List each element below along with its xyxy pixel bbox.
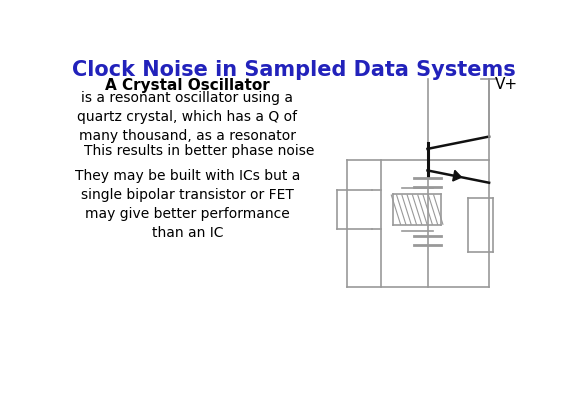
Text: This results in better phase noise: This results in better phase noise: [84, 144, 315, 158]
Text: V+: V+: [495, 77, 519, 92]
Text: A Crystal Oscillator: A Crystal Oscillator: [105, 78, 270, 93]
Text: is a resonant oscillator using a
quartz crystal, which has a Q of
many thousand,: is a resonant oscillator using a quartz …: [77, 91, 297, 143]
Text: Clock Noise in Sampled Data Systems: Clock Noise in Sampled Data Systems: [72, 60, 516, 80]
Polygon shape: [453, 170, 461, 181]
Text: They may be built with ICs but a
single bipolar transistor or FET
may give bette: They may be built with ICs but a single …: [75, 169, 300, 240]
